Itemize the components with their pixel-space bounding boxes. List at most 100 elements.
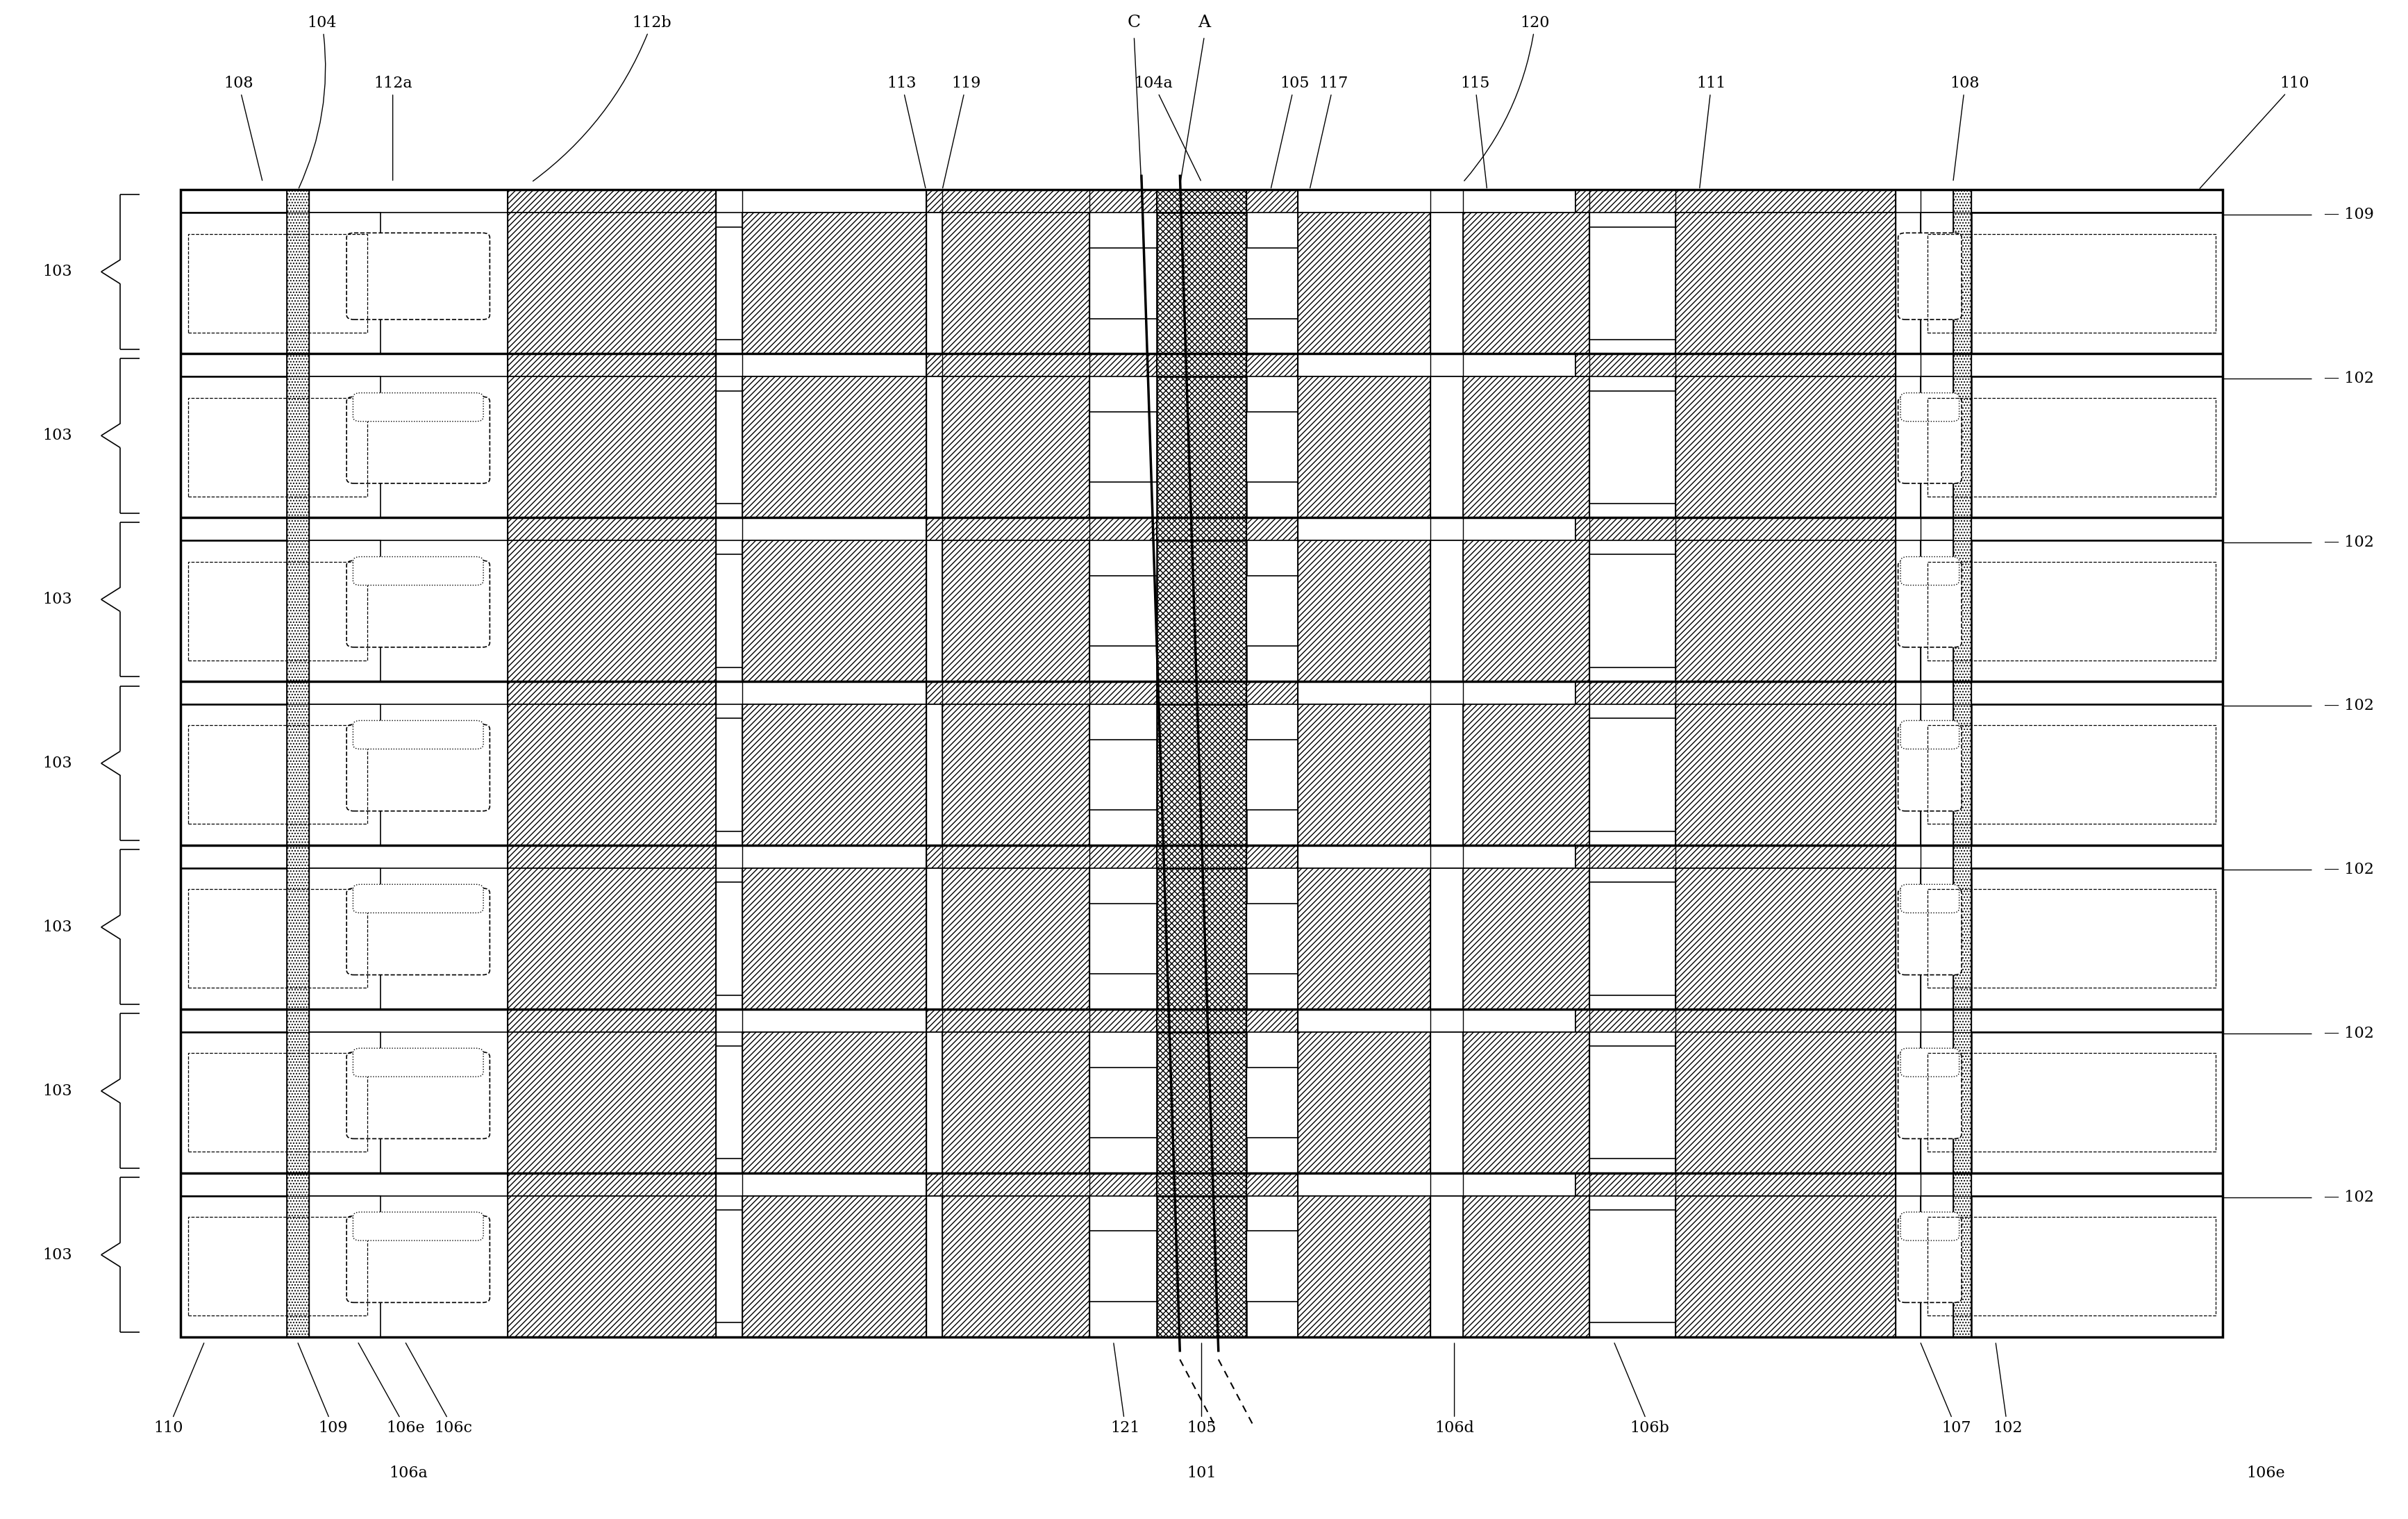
- Bar: [1676, 541, 1895, 682]
- Bar: [508, 541, 715, 682]
- Bar: [927, 354, 1156, 377]
- Bar: [287, 1031, 308, 1173]
- Bar: [1575, 518, 1895, 541]
- Bar: [942, 705, 1088, 845]
- Bar: [1575, 1173, 1895, 1195]
- Bar: [1298, 190, 1575, 213]
- Bar: [1895, 845, 1953, 869]
- Bar: [1430, 705, 1464, 845]
- FancyBboxPatch shape: [1900, 1048, 1960, 1077]
- Bar: [1972, 682, 2223, 705]
- Bar: [508, 354, 715, 377]
- Text: 105: 105: [1271, 76, 1310, 188]
- Bar: [927, 869, 942, 1009]
- Bar: [1464, 869, 1589, 1009]
- Bar: [1247, 845, 1298, 869]
- Bar: [1895, 518, 1953, 541]
- Bar: [942, 541, 1088, 682]
- Bar: [1088, 412, 1156, 483]
- Bar: [1156, 682, 1247, 705]
- Bar: [1589, 718, 1676, 831]
- Bar: [1247, 904, 1298, 974]
- Bar: [1972, 190, 2223, 213]
- Text: 101: 101: [1187, 1466, 1216, 1481]
- Bar: [1247, 740, 1298, 810]
- Bar: [308, 518, 508, 541]
- Bar: [1430, 1195, 1464, 1337]
- Bar: [942, 1031, 1088, 1173]
- Bar: [181, 190, 2223, 1337]
- Bar: [1156, 213, 1247, 354]
- Bar: [1430, 1031, 1464, 1173]
- Bar: [1156, 869, 1247, 1009]
- Bar: [1972, 1195, 2223, 1337]
- Bar: [1088, 576, 1156, 646]
- Bar: [181, 1173, 287, 1195]
- Bar: [1298, 682, 1575, 705]
- Text: 121: 121: [1110, 1343, 1139, 1435]
- FancyBboxPatch shape: [1900, 720, 1960, 749]
- Bar: [308, 1173, 508, 1195]
- Bar: [308, 541, 380, 682]
- Bar: [1953, 377, 1972, 518]
- Bar: [1589, 390, 1676, 503]
- Text: 112a: 112a: [373, 76, 412, 181]
- Text: 106c: 106c: [405, 1343, 472, 1435]
- Bar: [181, 845, 287, 869]
- FancyBboxPatch shape: [1898, 1215, 1963, 1302]
- Bar: [927, 1009, 1156, 1031]
- Bar: [1953, 354, 1972, 377]
- Bar: [1088, 904, 1156, 974]
- Text: 103: 103: [43, 755, 72, 772]
- Bar: [1088, 248, 1156, 319]
- FancyBboxPatch shape: [354, 1212, 484, 1241]
- FancyBboxPatch shape: [347, 889, 489, 975]
- Bar: [1430, 541, 1464, 682]
- Bar: [1298, 213, 1430, 354]
- Bar: [927, 541, 942, 682]
- Bar: [1676, 705, 1895, 845]
- Bar: [287, 705, 308, 845]
- Bar: [927, 705, 942, 845]
- Bar: [1156, 1009, 1247, 1031]
- Bar: [181, 705, 287, 845]
- Text: 113: 113: [886, 76, 925, 188]
- Bar: [1972, 1031, 2223, 1173]
- Bar: [1972, 869, 2223, 1009]
- Text: — 102: — 102: [2324, 371, 2374, 386]
- Bar: [942, 869, 1088, 1009]
- Bar: [742, 541, 927, 682]
- Text: 103: 103: [43, 428, 72, 444]
- Bar: [1895, 354, 1953, 377]
- FancyBboxPatch shape: [1900, 1212, 1960, 1241]
- Bar: [1156, 354, 1247, 377]
- Bar: [1972, 541, 2223, 682]
- Bar: [927, 682, 1156, 705]
- Bar: [715, 1047, 742, 1159]
- Bar: [508, 213, 715, 354]
- Bar: [715, 390, 742, 503]
- Bar: [181, 1031, 287, 1173]
- Bar: [1156, 1195, 1247, 1337]
- Text: 106a: 106a: [390, 1466, 429, 1481]
- Bar: [1953, 213, 1972, 354]
- Bar: [1247, 1230, 1298, 1302]
- Bar: [1919, 541, 1953, 682]
- FancyBboxPatch shape: [1898, 1053, 1963, 1139]
- Bar: [1298, 1173, 1575, 1195]
- Bar: [181, 354, 287, 377]
- Bar: [1088, 1068, 1156, 1138]
- Bar: [1953, 190, 1972, 213]
- Bar: [287, 1173, 308, 1195]
- Text: 110: 110: [154, 1343, 205, 1435]
- Text: 104a: 104a: [1134, 76, 1202, 181]
- Bar: [1575, 190, 1895, 213]
- Text: 106d: 106d: [1435, 1343, 1474, 1435]
- Bar: [181, 541, 287, 682]
- Bar: [1247, 412, 1298, 483]
- Bar: [1953, 1031, 1972, 1173]
- Bar: [1464, 705, 1589, 845]
- Bar: [181, 377, 287, 518]
- Bar: [1464, 1031, 1589, 1173]
- Text: C: C: [1127, 14, 1141, 30]
